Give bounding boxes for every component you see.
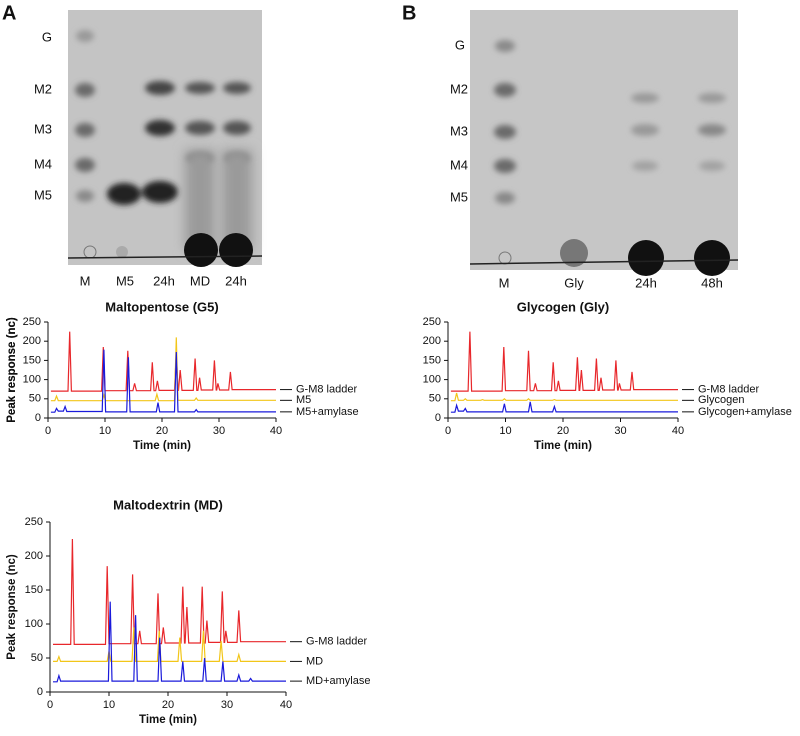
- x-tick-label: 20: [162, 699, 174, 711]
- y-tick-label: 50: [31, 652, 43, 664]
- y-axis-label: Peak response (nc): [6, 554, 18, 660]
- lane-label: Gly: [564, 275, 584, 290]
- lane-label: 24h: [635, 275, 657, 290]
- y-tick-label: 250: [23, 316, 41, 328]
- y-tick-label: 200: [25, 550, 43, 562]
- series-line: [53, 601, 286, 683]
- legend-label: Glycogen: [698, 394, 744, 406]
- row-label: G: [455, 37, 465, 52]
- x-tick-label: 0: [445, 425, 451, 437]
- y-tick-label: 250: [423, 316, 441, 328]
- y-axis-label: Peak response (nc): [6, 317, 18, 423]
- row-label: G: [42, 29, 52, 44]
- lane-label: 24h: [225, 273, 247, 288]
- legend-label: G-M8 ladder: [296, 383, 357, 395]
- series-line: [53, 538, 286, 646]
- x-tick-label: 40: [280, 699, 292, 711]
- x-tick-label: 10: [499, 425, 511, 437]
- y-tick-label: 200: [23, 335, 41, 347]
- y-tick-label: 250: [25, 516, 43, 528]
- row-label: M3: [450, 123, 468, 138]
- series-line: [50, 349, 276, 413]
- x-axis-label: Time (min): [133, 440, 191, 452]
- x-tick-label: 40: [270, 425, 282, 437]
- y-tick-label: 0: [435, 412, 441, 424]
- y-tick-label: 100: [423, 374, 441, 386]
- x-tick-label: 30: [221, 699, 233, 711]
- row-label: M4: [34, 156, 52, 171]
- lane-label: M: [80, 273, 91, 288]
- x-axis-label: Time (min): [534, 440, 592, 452]
- series-line: [450, 401, 678, 413]
- x-tick-label: 10: [103, 699, 115, 711]
- chart-title: Maltodextrin (MD): [113, 497, 223, 512]
- series-line: [450, 331, 678, 392]
- x-tick-label: 20: [156, 425, 168, 437]
- panel-label: B: [402, 2, 416, 24]
- row-label: M3: [34, 121, 52, 136]
- y-tick-label: 0: [35, 412, 41, 424]
- x-tick-label: 30: [614, 425, 626, 437]
- legend-label: M5+amylase: [296, 406, 359, 418]
- lane-label: MD: [190, 273, 210, 288]
- tlc-plate: [67, 10, 263, 267]
- x-tick-label: 0: [47, 699, 53, 711]
- y-tick-label: 0: [37, 686, 43, 698]
- panel-label: A: [2, 2, 16, 24]
- y-tick-label: 200: [423, 335, 441, 347]
- chart-title: Glycogen (Gly): [517, 299, 609, 314]
- series-line: [50, 331, 276, 392]
- y-tick-label: 50: [29, 393, 41, 405]
- tlc-plate: [469, 10, 739, 276]
- y-axis-label: Peak response (nc): [6, 317, 18, 423]
- x-tick-label: 10: [99, 425, 111, 437]
- x-tick-label: 20: [557, 425, 569, 437]
- lane-label: M5: [116, 273, 134, 288]
- series-line: [50, 337, 276, 402]
- row-label: M5: [34, 187, 52, 202]
- lane-label: 24h: [153, 273, 175, 288]
- lane-label: M: [499, 275, 510, 290]
- x-tick-label: 30: [213, 425, 225, 437]
- lane-label: 48h: [701, 275, 723, 290]
- y-tick-label: 150: [25, 584, 43, 596]
- y-tick-label: 150: [23, 354, 41, 366]
- y-tick-label: 100: [25, 618, 43, 630]
- y-tick-label: 150: [423, 354, 441, 366]
- legend-label: MD: [306, 655, 323, 667]
- legend-label: G-M8 ladder: [306, 636, 367, 648]
- y-tick-label: 50: [429, 393, 441, 405]
- series-line: [450, 392, 678, 402]
- row-label: M2: [34, 81, 52, 96]
- row-label: M5: [450, 189, 468, 204]
- legend-label: G-M8 ladder: [698, 383, 759, 395]
- x-tick-label: 0: [45, 425, 51, 437]
- x-axis-label: Time (min): [139, 714, 197, 726]
- legend-label: Glycogen+amylase: [698, 406, 792, 418]
- row-label: M2: [450, 81, 468, 96]
- series-line: [53, 627, 286, 663]
- legend-label: MD+amylase: [306, 675, 371, 687]
- chart-title: Maltopentose (G5): [105, 299, 218, 314]
- row-label: M4: [450, 157, 468, 172]
- legend-label: M5: [296, 394, 311, 406]
- y-tick-label: 100: [23, 374, 41, 386]
- x-tick-label: 40: [672, 425, 684, 437]
